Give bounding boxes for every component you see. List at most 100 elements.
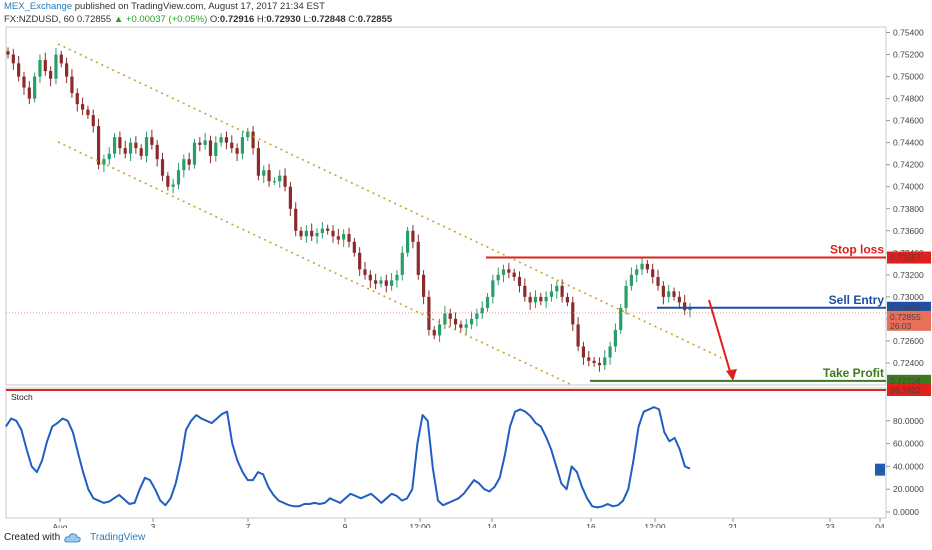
candle-body <box>656 277 660 286</box>
price-tick-label: 0.75400 <box>893 28 924 38</box>
stoch-pane-frame <box>5 387 887 519</box>
candle-body <box>267 170 271 182</box>
candle-body <box>80 104 85 110</box>
time-tick-label: 14 <box>487 522 497 528</box>
candle-body <box>523 285 527 297</box>
tradingview-brand[interactable]: TradingView <box>90 532 146 543</box>
candle-body <box>123 148 127 154</box>
price-tick-label: 0.74400 <box>893 138 924 148</box>
candle-body <box>70 76 74 94</box>
candle-body <box>587 357 591 361</box>
candle-body <box>688 307 692 311</box>
candle-body <box>406 230 410 253</box>
stoch-line[interactable] <box>5 406 691 509</box>
candle-body <box>661 285 665 297</box>
publisher-name[interactable]: MEX_Exchange <box>4 1 73 12</box>
candle-body <box>560 285 564 297</box>
candle-body <box>358 252 362 270</box>
published-text: published on TradingView.com, August 17,… <box>74 1 325 12</box>
candle-body <box>608 346 612 358</box>
stoch-marker-text: 96.7822 <box>890 385 921 395</box>
candle-body <box>272 181 277 183</box>
candle-body <box>310 230 314 237</box>
tradingview-cloud-icon <box>64 532 81 542</box>
candle-body <box>347 234 351 242</box>
candle-body <box>437 324 442 336</box>
countdown-text: 26:03 <box>890 321 912 331</box>
candle-body <box>160 159 165 176</box>
candle-body <box>336 236 340 240</box>
time-tick-label: 7 <box>246 522 251 528</box>
symbol-line: FX:NZDUSD, 60 0.72855 ▲ +0.00037 (+0.05%… <box>4 13 904 26</box>
time-tick-label: 12:00 <box>644 522 666 528</box>
candle-body <box>517 277 522 286</box>
candle-body <box>22 76 26 88</box>
sell-entry-price-tag <box>887 301 931 314</box>
take-profit-price-tag <box>887 374 931 387</box>
time-tick-label: 3 <box>151 522 156 528</box>
time-tick-label: 9 <box>343 522 348 528</box>
candle-body <box>203 140 207 145</box>
candle-body <box>352 241 356 253</box>
take-profit-price-text: 0.72238 <box>890 376 921 386</box>
stoch-tick-label: 0.0000 <box>893 507 919 517</box>
candle-body <box>299 230 303 237</box>
candle-body <box>544 296 548 302</box>
candle-body <box>27 87 31 99</box>
candle-body <box>198 142 202 145</box>
stoch-pane[interactable]: Stoch <box>5 389 886 509</box>
candle-body <box>496 274 500 281</box>
candle-body <box>139 148 143 156</box>
candle-body <box>672 291 676 297</box>
low-label: L: <box>303 14 312 25</box>
chart-header: MEX_Exchange published on TradingView.co… <box>4 0 904 26</box>
candle-body <box>304 230 308 237</box>
stop-loss-price-tag <box>887 251 931 264</box>
candle-body <box>150 137 154 145</box>
candle-body <box>384 280 388 286</box>
price-tick-label: 0.75200 <box>893 50 924 60</box>
price-pane-frame <box>5 26 887 386</box>
symbol-label: FX:NZDUSD, 60 <box>4 14 75 25</box>
price-tick-label: 0.74200 <box>893 160 924 170</box>
candle-body <box>443 313 447 325</box>
time-tick-label: 12:00 <box>409 522 431 528</box>
candle-body <box>576 324 580 347</box>
candle-body <box>283 175 287 187</box>
chart-svg[interactable]: Stop loss Sell Entry Take Profit Stoch 0.7… <box>0 0 932 528</box>
candle-body <box>395 274 399 281</box>
up-triangle-icon: ▲ <box>113 14 124 25</box>
price-tick-label: 0.73600 <box>893 226 924 236</box>
candle-body <box>459 324 463 328</box>
price-pane[interactable]: Stop loss Sell Entry Take Profit <box>6 43 886 386</box>
candle-body <box>75 93 79 105</box>
candle-body <box>182 159 186 171</box>
candle-body <box>613 329 618 347</box>
candle-body <box>91 115 95 127</box>
candle-body <box>677 296 681 303</box>
candle-body <box>219 137 223 143</box>
candle-body <box>155 144 159 160</box>
close-label: C: <box>348 14 358 25</box>
time-tick-label: 16 <box>586 522 596 528</box>
candle-body <box>326 228 330 231</box>
candle-body <box>555 285 559 292</box>
candle-body <box>230 142 234 149</box>
candle-body <box>134 142 138 149</box>
candle-body <box>480 307 484 314</box>
price-tick-label: 0.73800 <box>893 204 924 214</box>
price-tick-label: 0.74000 <box>893 182 924 192</box>
candle-body <box>144 137 149 156</box>
current-price: 0.72855 <box>76 14 112 25</box>
time-tick-label: 04 <box>875 522 885 528</box>
channel-upper-line[interactable] <box>57 43 723 359</box>
candle-body <box>635 269 639 275</box>
candle-body <box>464 324 468 328</box>
candle-body <box>491 280 495 297</box>
candle-body <box>315 232 319 237</box>
target-arrow-shaft <box>708 299 732 376</box>
candle-body <box>368 274 372 281</box>
time-tick-label: 21 <box>728 522 738 528</box>
candle-body <box>112 137 117 154</box>
price-tick-label: 0.72400 <box>893 358 924 368</box>
